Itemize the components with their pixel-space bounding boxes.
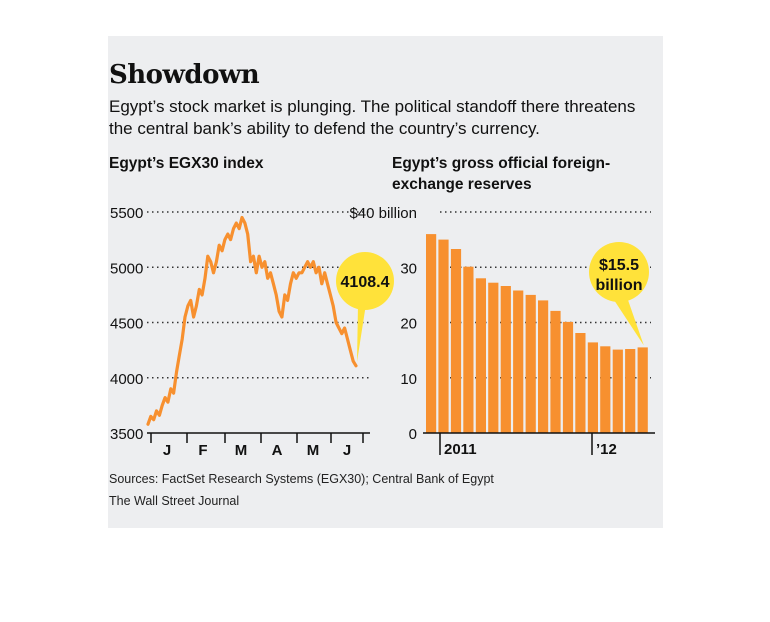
reserve-bar xyxy=(550,310,561,433)
x-tick-label: M xyxy=(235,442,248,459)
reserve-bar xyxy=(426,234,437,433)
chart-title-reserves: Egypt’s gross official foreign-exchange … xyxy=(392,155,611,193)
reserve-bar xyxy=(612,349,623,433)
reserve-bar xyxy=(637,347,648,433)
y-tick-label: 4500 xyxy=(110,316,143,333)
callout-label: 4108.4 xyxy=(341,274,390,291)
reserve-bar xyxy=(475,278,486,433)
chart-title-egx30: Egypt’s EGX30 index xyxy=(109,155,264,172)
x-tick-label: M xyxy=(307,442,320,459)
x-tick-label: ’12 xyxy=(596,441,617,458)
reserve-bar xyxy=(562,321,574,433)
sources-note: Sources: FactSet Research Systems (EGX30… xyxy=(109,472,494,486)
y-tick-label: 30 xyxy=(400,260,417,277)
y-tick-label: 0 xyxy=(409,426,417,443)
page-title: Showdown xyxy=(109,60,260,90)
callout-pointer xyxy=(357,304,366,362)
callout-label-line2: billion xyxy=(595,277,642,294)
x-tick-label: A xyxy=(272,442,283,459)
reserve-bar xyxy=(600,346,611,433)
reserve-bar xyxy=(575,333,586,433)
y-tick-label: 3500 xyxy=(110,426,143,443)
y-tick-label: 5500 xyxy=(110,205,143,222)
y-tick-label: 5000 xyxy=(110,260,143,277)
reserve-bar xyxy=(450,249,462,433)
reserve-bar xyxy=(625,349,636,433)
reserve-bar xyxy=(463,266,474,433)
y-tick-label: $40 billion xyxy=(349,205,417,222)
y-tick-label: 10 xyxy=(400,371,417,388)
reserve-bar xyxy=(587,342,598,433)
credit-note: The Wall Street Journal xyxy=(109,494,240,508)
page-subtitle: Egypt’s stock market is plunging. The po… xyxy=(109,97,636,138)
y-tick-label: 20 xyxy=(400,316,417,333)
callout-bubble xyxy=(336,252,394,310)
callout-label-line1: $15.5 xyxy=(599,257,639,274)
x-tick-label: F xyxy=(198,442,207,459)
x-tick-label: 2011 xyxy=(444,441,477,458)
x-tick-label: J xyxy=(163,442,171,459)
egx30-line xyxy=(146,215,358,426)
y-tick-label: 4000 xyxy=(110,371,143,388)
reserve-bar xyxy=(500,286,511,433)
reserve-bar xyxy=(525,294,536,433)
reserve-bar xyxy=(538,300,549,433)
x-tick-label: J xyxy=(343,442,351,459)
reserve-bar xyxy=(438,239,449,433)
reserve-bar xyxy=(513,290,524,433)
callout-bubble xyxy=(589,242,649,302)
callout-pointer xyxy=(614,300,644,346)
reserve-bar xyxy=(488,282,499,433)
